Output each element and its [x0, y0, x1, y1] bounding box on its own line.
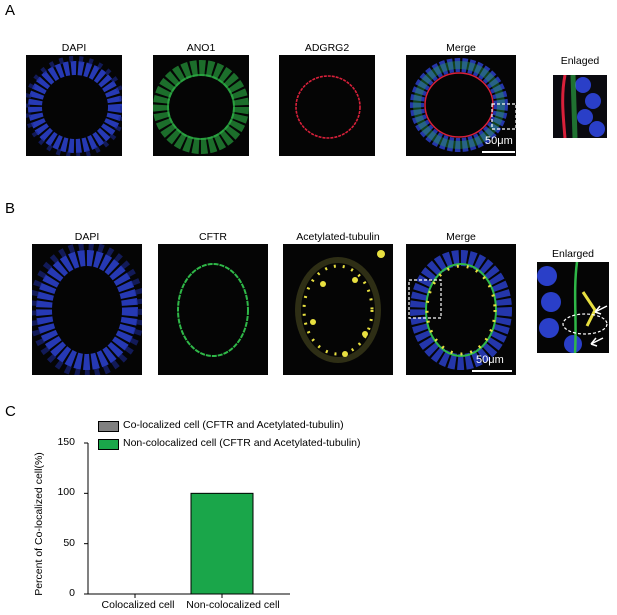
- panel-a-enlarged-image: [553, 75, 607, 138]
- panel-b-label-acetylated-tubulin: Acetylated-tubulin: [296, 231, 380, 243]
- x-category-label-colocalized: Colocalized cell: [101, 599, 175, 611]
- panel-a-label-enlarged: Enlaged: [560, 55, 600, 67]
- panel-b-label-enlarged: Enlarged: [551, 248, 595, 260]
- panel-b-acetylated-tubulin-image: [283, 244, 393, 375]
- panel-a-label-ano1: ANO1: [186, 42, 216, 54]
- y-tick-label-150: 150: [57, 436, 75, 448]
- x-category-label-non-colocalized: Non-colocalized cell: [186, 599, 280, 611]
- panel-a-label-dapi: DAPI: [61, 42, 87, 54]
- panel-a-scale-label: 50μm: [485, 135, 513, 147]
- panel-b-label-dapi: DAPI: [74, 231, 100, 243]
- panel-b-letter: B: [5, 200, 16, 217]
- panel-a-adgrg2-image: [279, 55, 375, 156]
- legend-swatch-colocalized: [98, 421, 119, 432]
- panel-a-letter: A: [5, 2, 16, 19]
- panel-b-cftr-image: [158, 244, 268, 375]
- panel-b-label-cftr: CFTR: [199, 231, 227, 243]
- panel-b-label-merge: Merge: [446, 231, 476, 243]
- y-tick-label-50: 50: [63, 537, 75, 549]
- bar-non-colocalized-cell: [190, 492, 254, 595]
- legend-label-colocalized: Co-localized cell (CFTR and Acetylated-t…: [123, 419, 344, 431]
- panel-b-merge-image: 50μm: [406, 244, 516, 375]
- panel-b-scale-label: 50μm: [476, 354, 504, 366]
- panel-b-enlarged-image: [537, 262, 609, 353]
- panel-b-scale-bar: [472, 370, 512, 372]
- panel-a-merge-image: 50μm: [406, 55, 516, 156]
- y-tick-label-100: 100: [57, 486, 75, 498]
- y-tick-label-0: 0: [69, 587, 75, 599]
- panel-a-label-merge: Merge: [446, 42, 476, 54]
- panel-a-label-adgrg2: ADGRG2: [304, 42, 350, 54]
- panel-a-ano1-image: [153, 55, 249, 156]
- panel-b-dapi-image: [32, 244, 142, 375]
- legend-label-non-colocalized: Non-colocalized cell (CFTR and Acetylate…: [123, 437, 361, 449]
- panel-a-dapi-image: [26, 55, 122, 156]
- legend-swatch-non-colocalized: [98, 439, 119, 450]
- panel-a-scale-bar: [482, 151, 515, 153]
- panel-c-letter: C: [5, 403, 16, 420]
